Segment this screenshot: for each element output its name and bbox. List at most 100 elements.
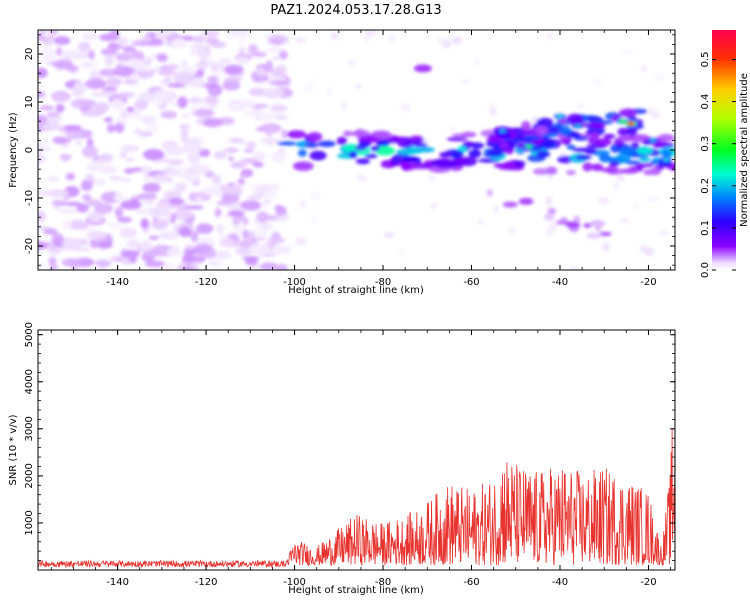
heatmap-cell	[518, 197, 534, 205]
heatmap-cell	[297, 149, 307, 157]
heatmap-cell	[60, 49, 82, 56]
heatmap-cell	[274, 114, 288, 120]
heatmap-cell	[625, 160, 641, 165]
heatmap-cell	[595, 138, 612, 146]
heatmap-cell	[259, 262, 278, 270]
heatmap-cell	[238, 100, 257, 108]
heatmap-cell	[309, 79, 315, 86]
heatmap-cell	[248, 87, 267, 97]
heatmap-hotspot	[308, 143, 316, 147]
heatmap-cell	[508, 228, 517, 234]
heatmap-cell	[566, 144, 576, 150]
colorbar-label: Normalized spectral amplitude	[739, 73, 750, 227]
colorbar-ticks: 0.0 0.1 0.2 0.3 0.4 0.5	[700, 52, 736, 278]
heatmap-cell	[98, 153, 114, 162]
heatmap-cell	[619, 218, 631, 223]
heatmap-hotspot	[574, 124, 582, 128]
heatmap-cell	[617, 127, 630, 136]
heatmap-cell	[292, 163, 313, 168]
heatmap-cell	[81, 32, 98, 41]
heatmap-cell	[65, 172, 76, 181]
heatmap-cell	[115, 63, 123, 73]
heatmap-cell	[545, 32, 555, 41]
heatmap-cell	[477, 219, 485, 225]
heatmap-cell	[168, 197, 184, 205]
heatmap-cell	[636, 147, 654, 155]
heatmap-cell	[304, 86, 313, 92]
heatmap-cell	[209, 41, 227, 49]
heatmap-cell	[86, 138, 94, 148]
heatmap-cell	[172, 209, 194, 221]
heatmap-cell	[441, 39, 452, 49]
heatmap-cell	[192, 111, 209, 116]
heatmap-cell	[207, 260, 222, 267]
heatmap-xlabel: Height of straight line (km)	[288, 285, 424, 296]
heatmap-cell	[167, 83, 185, 88]
heatmap-cell	[160, 110, 178, 119]
heatmap-cell	[188, 192, 197, 202]
heatmap-cell	[240, 200, 262, 211]
heatmap-cell	[340, 102, 348, 110]
x-tick-label: -100	[283, 577, 306, 588]
heatmap-cell	[499, 142, 509, 149]
heatmap-cell	[640, 66, 647, 72]
heatmap-cell	[307, 132, 323, 142]
heatmap-cell	[639, 156, 651, 163]
heatmap-cell	[583, 223, 592, 228]
heatmap-cell	[190, 41, 207, 52]
heatmap-cell	[265, 126, 273, 137]
heatmap-cell	[635, 163, 655, 168]
heatmap-cell	[207, 75, 219, 85]
heatmap-cell	[593, 77, 603, 86]
heatmap-cell	[268, 39, 283, 45]
x-tick-label: -60	[463, 277, 479, 288]
heatmap-cell	[120, 177, 132, 183]
snr-ylabel: SNR (10 * v/v)	[8, 414, 19, 485]
heatmap-cell	[193, 255, 206, 263]
snr-panel: -140 -120 -100 -80 -60 -40 -20 1000 2000 3000 4000…	[8, 322, 676, 596]
heatmap-cell	[483, 152, 504, 158]
heatmap-cell	[178, 166, 189, 174]
heatmap-cell	[586, 232, 602, 240]
heatmap-cell	[486, 188, 493, 197]
x-tick-label: -60	[463, 577, 479, 588]
heatmap-cell	[237, 221, 245, 232]
heatmap-cell	[547, 207, 557, 215]
heatmap-cell	[652, 72, 665, 82]
heatmap-cell	[126, 157, 134, 162]
heatmap-cell	[214, 181, 221, 194]
heatmap-cell	[75, 140, 83, 146]
heatmap-cell	[299, 199, 306, 209]
heatmap-cell	[661, 148, 672, 159]
heatmap-cell	[98, 165, 117, 174]
heatmap-cell	[591, 163, 604, 172]
heatmap-cell	[536, 150, 551, 158]
heatmap-cell	[599, 154, 612, 163]
heatmap-cell	[309, 192, 322, 201]
heatmap-cell	[196, 48, 212, 61]
heatmap-cell	[452, 36, 463, 45]
heatmap-cell	[100, 48, 118, 55]
heatmap-cell	[616, 175, 625, 181]
heatmap-cell	[281, 129, 288, 139]
heatmap-cell	[148, 235, 160, 241]
heatmap-cell	[216, 223, 225, 234]
heatmap-cell	[131, 71, 139, 82]
heatmap-cell	[139, 239, 153, 252]
heatmap-cell	[202, 118, 223, 128]
heatmap-cell	[193, 35, 205, 43]
heatmap-cell	[65, 128, 83, 140]
heatmap-cell	[626, 127, 638, 137]
heatmap-cell	[644, 247, 655, 256]
heatmap-cell	[565, 221, 581, 228]
heatmap-cell	[166, 247, 184, 258]
heatmap-cell	[196, 223, 214, 234]
heatmap-cell	[360, 175, 367, 182]
heatmap-cell	[104, 54, 114, 67]
y-tick-label: 5000	[24, 322, 35, 347]
x-tick-label: -40	[552, 577, 568, 588]
heatmap-cell	[49, 264, 59, 270]
y-tick-label: -20	[24, 238, 35, 254]
heatmap-cell	[91, 60, 99, 72]
heatmap-cell	[227, 156, 235, 162]
